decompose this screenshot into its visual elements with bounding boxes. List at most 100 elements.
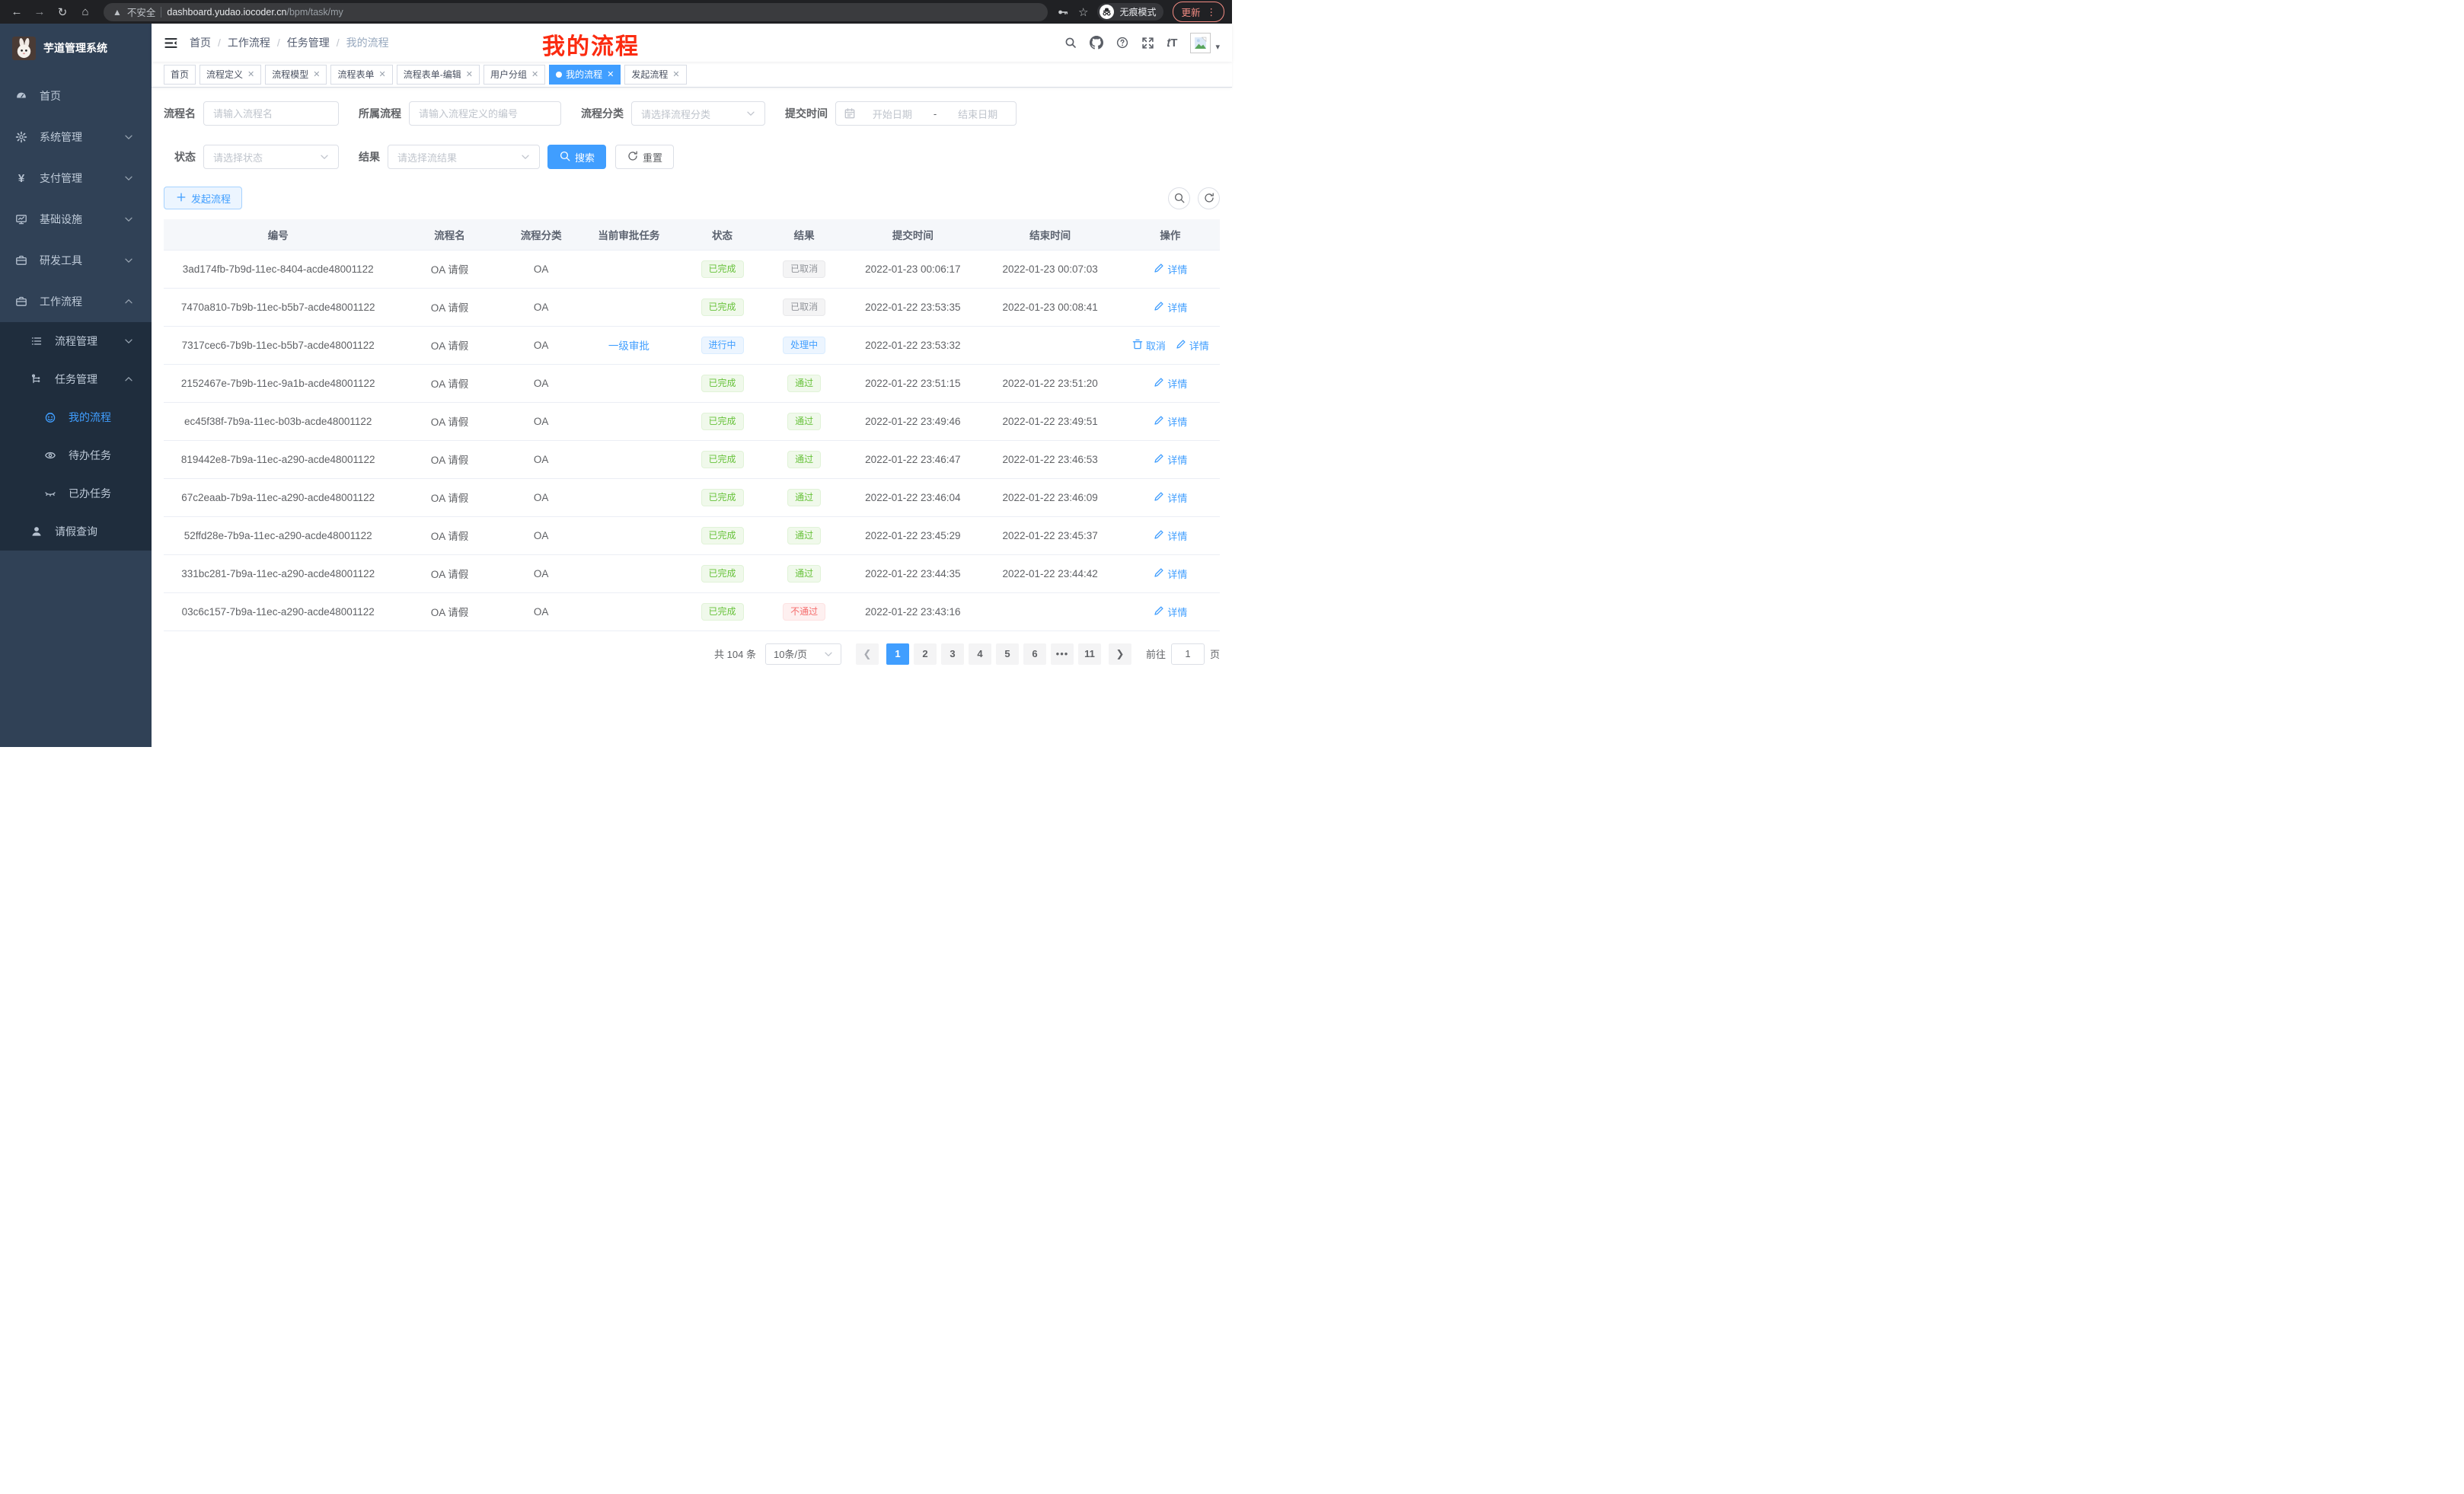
cell-id: 3ad174fb-7b9d-11ec-8404-acde48001122 [164, 250, 393, 289]
close-tab-icon[interactable]: ✕ [465, 70, 473, 79]
help-icon[interactable] [1116, 37, 1128, 49]
detail-link[interactable]: 详情 [1153, 262, 1187, 276]
page-button-3[interactable]: 3 [940, 643, 964, 665]
address-bar[interactable]: ▲ 不安全 dashboard.yudao.iocoder.cn/bpm/tas… [104, 2, 1048, 21]
breadcrumb-item[interactable]: 首页 [190, 37, 211, 49]
detail-link[interactable]: 详情 [1153, 414, 1187, 429]
update-button[interactable]: 更新 ⋮ [1173, 2, 1224, 22]
create-process-button[interactable]: 发起流程 [164, 187, 243, 209]
detail-link[interactable]: 详情 [1153, 300, 1187, 314]
page-ellipsis[interactable]: ••• [1050, 643, 1074, 665]
table-row: 7470a810-7b9b-11ec-b5b7-acde48001122 OA … [164, 288, 1220, 327]
browser-menu-icon[interactable]: ⋮ [1206, 7, 1217, 18]
next-page-button[interactable]: ❯ [1108, 643, 1131, 665]
sidebar-item-0[interactable]: 首页 [0, 75, 152, 117]
detail-link[interactable]: 详情 [1153, 452, 1187, 467]
detail-link[interactable]: 详情 [1175, 338, 1209, 353]
cell-actions: 详情 [1120, 440, 1220, 479]
cell-name: OA 请假 [392, 516, 507, 555]
breadcrumb-item[interactable]: 工作流程 [227, 37, 270, 49]
tab-用户分组[interactable]: 用户分组 ✕ [483, 64, 546, 85]
sidebar-item-8[interactable]: 我的流程 [0, 398, 152, 436]
breadcrumb-item[interactable]: 任务管理 [286, 37, 330, 49]
sidebar-item-3[interactable]: 基础设施 [0, 199, 152, 240]
navbar: 首页 / 工作流程 / 任务管理 / 我的流程 我的流程 𝑡T ▾ [152, 24, 1232, 62]
detail-link[interactable]: 详情 [1153, 376, 1187, 391]
edit-icon [1153, 300, 1165, 314]
close-tab-icon[interactable]: ✕ [672, 70, 680, 79]
sidebar-item-6[interactable]: 流程管理 [0, 322, 152, 360]
sidebar-item-9[interactable]: 待办任务 [0, 436, 152, 474]
page-button-5[interactable]: 5 [995, 643, 1019, 665]
page-button-4[interactable]: 4 [968, 643, 991, 665]
back-icon[interactable]: ← [11, 5, 23, 18]
tab-流程定义[interactable]: 流程定义 ✕ [199, 64, 262, 85]
page-button-1[interactable]: 1 [886, 643, 909, 665]
status-select[interactable]: 请选择状态 [203, 145, 339, 169]
sidebar-item-11[interactable]: 请假查询 [0, 512, 152, 551]
result-select[interactable]: 请选择流结果 [388, 145, 540, 169]
column-header: 流程名 [392, 219, 507, 251]
fullscreen-icon[interactable] [1141, 37, 1154, 49]
forward-icon[interactable]: → [34, 5, 46, 18]
close-tab-icon[interactable]: ✕ [607, 70, 614, 79]
page-button-2[interactable]: 2 [913, 643, 937, 665]
close-tab-icon[interactable]: ✕ [247, 70, 255, 79]
tab-发起流程[interactable]: 发起流程 ✕ [624, 64, 687, 85]
cell-actions: 详情 [1120, 250, 1220, 289]
prev-page-button[interactable]: ❮ [855, 643, 879, 665]
close-tab-icon[interactable]: ✕ [531, 70, 539, 79]
show-search-button[interactable] [1168, 187, 1190, 209]
goto-page-input[interactable]: 1 [1170, 643, 1205, 665]
font-size-icon[interactable]: 𝑡T [1167, 36, 1178, 49]
search-button[interactable]: 搜索 [547, 145, 607, 169]
sidebar-item-7[interactable]: 任务管理 [0, 360, 152, 398]
detail-link[interactable]: 详情 [1153, 567, 1187, 581]
detail-link[interactable]: 详情 [1153, 605, 1187, 619]
tab-我的流程[interactable]: 我的流程 ✕ [549, 64, 621, 85]
avatar[interactable] [1190, 32, 1211, 53]
reload-icon[interactable]: ↻ [57, 5, 68, 19]
detail-link[interactable]: 详情 [1153, 528, 1187, 543]
category-select[interactable]: 请选择流程分类 [631, 101, 765, 126]
tab-首页[interactable]: 首页 [164, 64, 196, 85]
close-tab-icon[interactable]: ✕ [378, 70, 386, 79]
bookmark-star-icon[interactable]: ☆ [1078, 5, 1089, 19]
cell-actions: 详情 [1120, 288, 1220, 327]
end-date-input[interactable]: 结束日期 [958, 108, 998, 120]
cell-name: OA 请假 [392, 592, 507, 631]
home-icon[interactable]: ⌂ [81, 5, 89, 18]
status-badge: 已完成 [701, 412, 744, 430]
process-name-input[interactable] [203, 101, 339, 126]
page-button-11[interactable]: 11 [1077, 643, 1101, 665]
submit-time-range[interactable]: 开始日期 - 结束日期 [835, 101, 1017, 126]
tab-流程表单-编辑[interactable]: 流程表单-编辑 ✕ [396, 64, 480, 85]
sidebar-item-4[interactable]: 研发工具 [0, 240, 152, 281]
reset-button[interactable]: 重置 [615, 145, 675, 169]
github-icon[interactable] [1089, 36, 1103, 49]
cell-category: OA [506, 440, 576, 479]
process-definition-input[interactable] [409, 101, 561, 126]
sidebar-item-5[interactable]: 工作流程 [0, 281, 152, 322]
page-button-6[interactable]: 6 [1023, 643, 1046, 665]
page-size-select[interactable]: 10条/页 [764, 643, 841, 665]
tab-流程表单[interactable]: 流程表单 ✕ [330, 64, 393, 85]
task-link[interactable]: 一级审批 [608, 340, 650, 352]
list-icon [30, 335, 43, 347]
hamburger-icon[interactable] [152, 24, 190, 62]
security-label[interactable]: 不安全 [126, 8, 156, 18]
refresh-table-button[interactable] [1198, 187, 1220, 209]
sidebar-item-2[interactable]: ¥ 支付管理 [0, 158, 152, 199]
key-icon[interactable] [1057, 6, 1069, 18]
tab-流程模型[interactable]: 流程模型 ✕ [265, 64, 327, 85]
sidebar-item-10[interactable]: 已办任务 [0, 474, 152, 512]
user-menu[interactable]: ▾ [1190, 32, 1220, 53]
search-icon[interactable] [1064, 37, 1077, 49]
eye-icon [44, 449, 56, 461]
close-tab-icon[interactable]: ✕ [313, 70, 321, 79]
app-logo-row[interactable]: 芋道管理系统 [0, 24, 152, 65]
detail-link[interactable]: 详情 [1153, 490, 1187, 505]
cancel-link[interactable]: 取消 [1131, 338, 1166, 353]
start-date-input[interactable]: 开始日期 [872, 108, 912, 120]
sidebar-item-1[interactable]: 系统管理 [0, 117, 152, 158]
